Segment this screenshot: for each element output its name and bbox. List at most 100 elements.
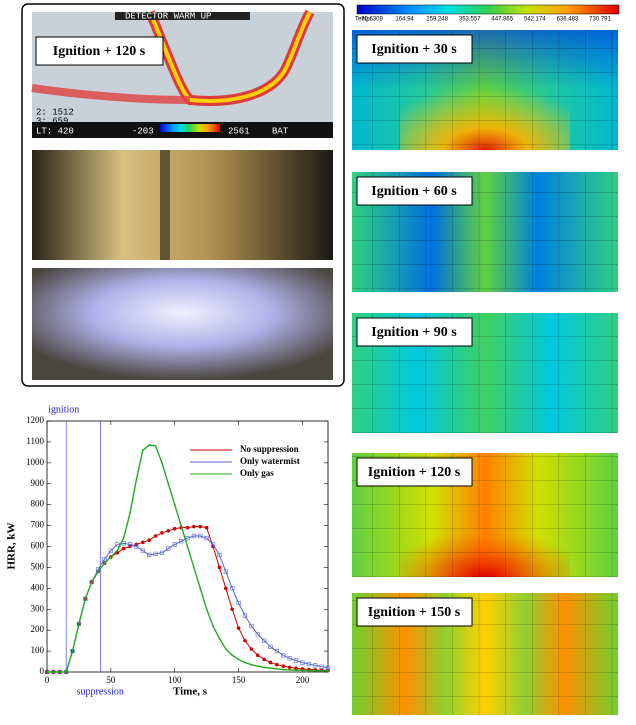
panel-label: Ignition + 90 s: [371, 325, 457, 340]
data-point: [148, 444, 151, 446]
thermal-text: LT: 420: [36, 126, 74, 136]
data-point: [185, 525, 190, 530]
data-point: [102, 556, 107, 562]
data-point: [263, 666, 266, 669]
contour-panel: [352, 313, 618, 433]
data-point: [192, 524, 196, 529]
y-tick-label: 600: [31, 541, 45, 551]
data-point: [242, 613, 248, 618]
panel-label: Ignition + 150 s: [368, 605, 461, 620]
data-point: [288, 669, 291, 671]
y-tick-label: 200: [31, 624, 45, 634]
data-point: [230, 586, 235, 591]
y-tick-label: 1000: [26, 457, 45, 467]
data-point: [204, 525, 209, 530]
y-tick-label: 100: [31, 645, 45, 655]
data-point: [199, 587, 202, 590]
data-point: [115, 542, 120, 547]
y-axis-label: HRR, kW: [6, 522, 18, 569]
data-point: [140, 548, 145, 553]
data-point: [274, 648, 280, 654]
panel-label-box: [356, 34, 473, 64]
y-tick-label: 300: [31, 603, 45, 613]
panel-label: Ignition + 60 s: [371, 184, 457, 199]
data-point: [243, 638, 247, 643]
data-point: [204, 536, 209, 541]
data-point: [134, 544, 139, 549]
legend-label: No suppression: [240, 444, 299, 454]
data-point: [166, 546, 171, 551]
data-point: [287, 656, 292, 661]
data-point: [314, 669, 317, 672]
y-tick-label: 700: [31, 520, 45, 530]
data-point: [306, 661, 311, 667]
colorbar-tick-label: 730.791: [589, 17, 611, 23]
data-point: [179, 539, 184, 544]
data-point: [236, 626, 241, 630]
data-point: [307, 669, 310, 672]
data-point: [287, 665, 292, 670]
data-point: [262, 657, 266, 662]
event-label: suppression: [77, 686, 124, 697]
series-line: [47, 535, 329, 673]
data-point: [121, 546, 126, 551]
colorbar-tick-label: 353.557: [459, 17, 481, 23]
y-tick-label: 0: [40, 666, 45, 676]
panel-label: Ignition + 120 s: [53, 44, 146, 59]
y-tick-label: 1200: [26, 415, 45, 425]
data-point: [135, 478, 138, 481]
thermal-text: 3: 659: [36, 116, 68, 126]
data-point: [108, 548, 113, 553]
data-point: [224, 648, 227, 650]
data-point: [255, 653, 260, 658]
data-point: [268, 660, 273, 665]
thermal-text: BAT: [272, 126, 289, 136]
colorbar-tick-label: 259.248: [426, 17, 448, 23]
data-point: [52, 671, 55, 673]
data-point: [217, 565, 222, 570]
x-tick-label: 100: [168, 675, 182, 685]
series-line: [47, 444, 328, 673]
data-point: [327, 670, 329, 672]
data-point: [275, 662, 279, 667]
data-point: [172, 542, 177, 547]
data-point: [210, 542, 216, 547]
data-point: [237, 658, 240, 661]
colorbar-tick-label: 70.6309: [361, 17, 383, 23]
contour-panel: [352, 172, 618, 292]
data-point: [147, 552, 152, 557]
data-point: [262, 638, 267, 643]
y-tick-label: 800: [31, 499, 45, 509]
data-point: [249, 647, 254, 651]
panel-label: Ignition + 120 s: [368, 465, 461, 480]
data-point: [159, 550, 165, 555]
data-point: [172, 526, 177, 531]
video-frame: [32, 150, 333, 260]
data-point: [250, 663, 253, 666]
data-point: [224, 586, 228, 591]
data-point: [217, 552, 222, 557]
legend-label: Only watermist: [240, 456, 300, 466]
data-point: [231, 654, 234, 657]
thermal-image: [32, 12, 333, 138]
data-point: [186, 545, 189, 548]
panel-label-box: [356, 317, 473, 347]
data-point: [153, 551, 158, 556]
data-point: [153, 534, 158, 538]
data-point: [71, 650, 74, 652]
data-point: [295, 669, 297, 672]
data-point: [154, 445, 157, 447]
data-point: [269, 667, 272, 670]
data-point: [236, 600, 241, 606]
colorbar: [356, 4, 620, 15]
data-point: [249, 623, 254, 629]
data-point: [198, 533, 203, 539]
panel-label-box: [356, 457, 473, 487]
data-point: [103, 562, 106, 565]
data-point: [166, 529, 171, 533]
x-axis-label: Time, s: [173, 686, 208, 698]
data-point: [218, 637, 221, 640]
data-point: [319, 664, 324, 669]
data-point: [90, 581, 93, 583]
